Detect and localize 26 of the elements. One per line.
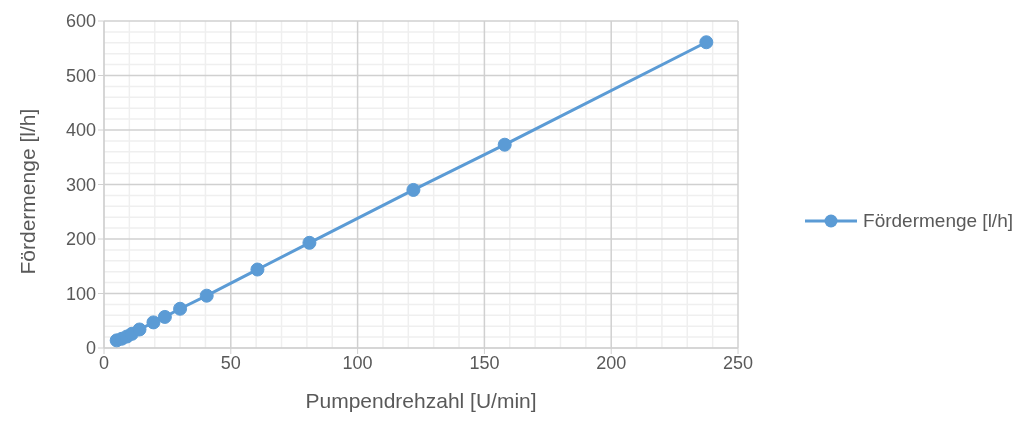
point bbox=[173, 301, 188, 316]
point bbox=[302, 235, 317, 250]
y-axis-title: Fördermenge [l/h] bbox=[16, 108, 40, 275]
point bbox=[146, 315, 161, 330]
y-tick-label: 0 bbox=[85, 338, 96, 359]
point bbox=[199, 288, 214, 303]
x-axis-title: Pumpendrehzahl [U/min] bbox=[305, 389, 537, 412]
y-tick-label: 400 bbox=[65, 120, 96, 141]
point bbox=[406, 182, 421, 197]
point bbox=[699, 35, 714, 50]
point bbox=[132, 322, 147, 337]
y-tick-label: 300 bbox=[65, 174, 96, 195]
x-tick-label: 100 bbox=[342, 352, 373, 373]
x-tick-label: 200 bbox=[596, 352, 627, 373]
y-tick-label: 200 bbox=[65, 229, 96, 250]
point bbox=[157, 309, 172, 324]
y-tick-label: 600 bbox=[65, 11, 96, 32]
point bbox=[250, 262, 265, 277]
point bbox=[497, 137, 512, 152]
legend-label: Fördermenge [l/h] bbox=[863, 209, 1013, 232]
y-tick-label: 100 bbox=[65, 283, 96, 304]
x-tick-label: 250 bbox=[723, 352, 754, 373]
y-tick-label: 500 bbox=[65, 65, 96, 86]
x-tick-label: 50 bbox=[220, 352, 241, 373]
x-tick-label: 0 bbox=[98, 352, 110, 373]
x-tick-label: 150 bbox=[469, 352, 500, 373]
